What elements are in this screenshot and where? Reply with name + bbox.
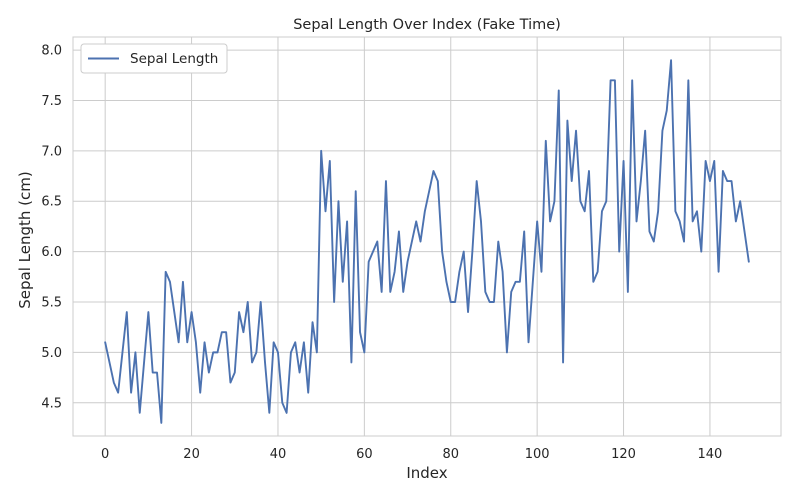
x-tick-label: 60 [356, 447, 373, 462]
x-tick-label: 140 [698, 447, 723, 462]
y-tick-label: 7.0 [41, 144, 62, 159]
y-tick-label: 5.0 [41, 346, 62, 361]
chart-title: Sepal Length Over Index (Fake Time) [293, 17, 561, 33]
x-axis-label: Index [406, 464, 447, 482]
legend: Sepal Length [81, 44, 227, 73]
y-axis-label: Sepal Length (cm) [16, 171, 34, 308]
legend-label: Sepal Length [130, 51, 218, 67]
x-tick-label: 20 [183, 447, 200, 462]
x-tick-label: 40 [270, 447, 287, 462]
x-tick-label: 120 [611, 447, 636, 462]
x-tick-label: 100 [525, 447, 550, 462]
x-tick-label: 0 [101, 447, 109, 462]
x-tick-label: 80 [442, 447, 459, 462]
y-tick-label: 6.0 [41, 245, 62, 260]
y-tick-label: 8.0 [41, 44, 62, 59]
y-tick-label: 4.5 [41, 396, 62, 411]
y-tick-label: 7.5 [41, 94, 62, 109]
y-tick-label: 5.5 [41, 295, 62, 310]
y-tick-label: 6.5 [41, 195, 62, 210]
